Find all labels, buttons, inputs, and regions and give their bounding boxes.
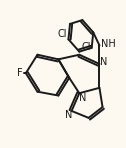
Text: Cl: Cl xyxy=(82,42,91,52)
Text: Cl: Cl xyxy=(57,29,67,39)
Text: F: F xyxy=(17,68,22,78)
Text: N: N xyxy=(79,93,86,103)
Text: N: N xyxy=(65,110,72,120)
Text: NH: NH xyxy=(101,39,115,49)
Text: N: N xyxy=(100,57,108,67)
